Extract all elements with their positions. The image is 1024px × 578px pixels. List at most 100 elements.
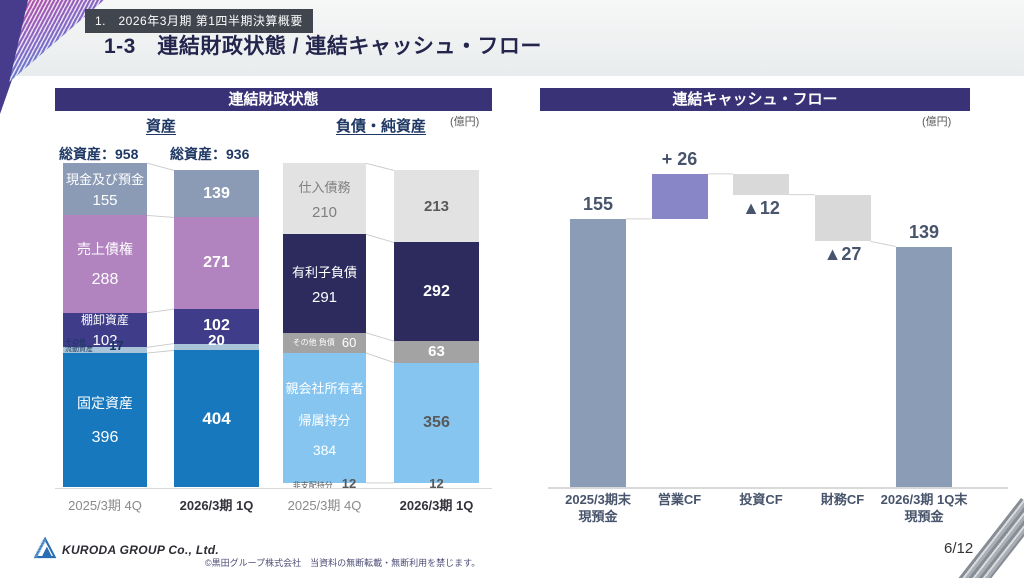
segment-value: 271 — [203, 254, 230, 272]
segment-value: 63 — [428, 343, 445, 361]
segment-value: 102 — [203, 317, 230, 335]
segment-name: 有利子負債 — [291, 264, 357, 280]
cf-value-label-3: ▲27 — [823, 244, 862, 265]
segment-value: 356 — [423, 413, 450, 431]
segment-value: 60 — [341, 335, 357, 351]
fp-segment-g1-c0-s0: 仕入債務 210 — [283, 163, 366, 235]
fp-segment-g0-c0-s1: 売上債権 288 — [63, 215, 147, 313]
cf-axis-label-1: 営業CF — [657, 492, 702, 507]
segment-name: 非支配持分 — [292, 480, 333, 490]
segment-value: 155 — [92, 192, 118, 210]
segment-value: 17 — [109, 338, 124, 354]
fp-period-label-2: 2025/3期 4Q — [287, 498, 362, 513]
fp-segment-g0-c1-s2: 102 — [174, 309, 259, 344]
segment-value: 384 — [312, 441, 337, 458]
segment-name: 売上債権 — [77, 241, 133, 258]
segment-name: その他 流動資産 — [65, 339, 93, 354]
fp-period-label-0: 2025/3期 4Q — [68, 498, 142, 513]
segment-value: 288 — [91, 271, 119, 289]
company-name: KURODA GROUP Co., Ltd. — [62, 543, 220, 557]
segment-name: その他 負債 — [292, 338, 335, 348]
cf-value-label-1: + 26 — [661, 148, 698, 169]
fp-segment-g1-c1-s3: 356 — [394, 362, 479, 483]
cash-flow-unit-label: (億円) — [922, 116, 952, 128]
connector-line — [870, 240, 897, 248]
connector-line — [146, 214, 175, 218]
cf-bar-0 — [570, 218, 626, 487]
fp-total-label-1: 総資産：936 — [170, 146, 250, 162]
fp-segment-g1-c0-s2: その他 負債 60 — [283, 332, 366, 354]
segment-value: 292 — [423, 282, 450, 300]
group-label-1: 負債・純資産 — [335, 118, 426, 135]
fp-axis-line — [55, 487, 492, 489]
segment-name: 固定資産 — [77, 395, 133, 412]
connector-line — [365, 332, 395, 342]
connector-line — [146, 162, 175, 171]
segment-value: 213 — [423, 197, 450, 215]
financial-position-unit-label: (億円) — [450, 116, 480, 128]
fp-segment-g1-c1-s0: 213 — [394, 170, 479, 243]
fp-total-label-0: 総資産：958 — [59, 146, 139, 162]
segment-value: 102 — [92, 332, 118, 350]
connector-line — [146, 308, 175, 314]
segment-value: 210 — [311, 203, 338, 221]
segment-label: 非支配持分 12 — [283, 476, 366, 491]
fp-segment-g1-c1-s1: 292 — [394, 242, 479, 342]
fp-period-label-1: 2026/3期 1Q — [179, 498, 254, 513]
fp-segment-g0-c0-s4: 固定資産 396 — [63, 353, 147, 487]
segment-value: 12 — [429, 475, 444, 491]
page-title: 1-3 連結財政状態 / 連結キャッシュ・フロー — [104, 35, 542, 58]
connector-line — [365, 162, 395, 171]
kuroda-group-logo-icon — [33, 536, 57, 559]
section-badge: 1. 2026年3月期 第1四半期決算概要 — [85, 9, 313, 33]
financial-position-banner: 連結財政状態 — [55, 88, 492, 111]
fp-segment-g0-c0-s2: 棚卸資産 102 — [63, 312, 147, 350]
fp-segment-g0-c0-s3: その他 流動資産 17 — [63, 338, 147, 353]
segment-name: 棚卸資産 — [80, 313, 129, 328]
connector-line — [146, 349, 175, 354]
fp-segment-g0-c1-s4: 404 — [174, 350, 259, 487]
fp-segment-g1-c0-s4: 非支配持分 12 — [283, 476, 366, 491]
fp-segment-g0-c1-s3: 20 — [174, 332, 259, 351]
cf-axis-label-4: 2026/3期 1Q末 現預金 — [880, 492, 968, 524]
segment-value: 404 — [202, 408, 231, 428]
page-number: 6/12 — [944, 540, 974, 557]
connector-line — [365, 233, 395, 243]
group-label-0: 資産 — [145, 118, 176, 135]
segment-value: 12 — [341, 475, 357, 491]
cf-bar-4 — [896, 246, 952, 487]
segment-value: 139 — [203, 184, 230, 202]
segment-name: 帰属持分 — [298, 412, 351, 428]
segment-name: 現金及び預金 — [65, 172, 144, 188]
connector-line — [365, 352, 395, 363]
fp-segment-g1-c1-s2: 63 — [394, 341, 479, 363]
fp-segment-g0-c1-s0: 139 — [174, 170, 259, 218]
cf-bar-1 — [651, 173, 708, 219]
cf-value-label-4: 139 — [908, 221, 940, 242]
segment-name: 親会社所有者 — [285, 380, 364, 396]
fp-segment-g1-c0-s1: 有利子負債 291 — [283, 234, 366, 333]
cf-value-label-2: ▲12 — [742, 197, 780, 218]
segment-value: 20 — [208, 332, 225, 350]
fp-segment-g1-c0-s3: 親会社所有者 帰属持分 384 — [283, 353, 366, 483]
segment-label: 12 — [394, 476, 479, 491]
cf-axis-label-2: 投資CF — [739, 492, 783, 507]
fp-segment-g0-c0-s0: 現金及び預金 155 — [63, 163, 147, 216]
cash-flow-banner: 連結キャッシュ・フロー — [540, 88, 970, 111]
cf-value-label-0: 155 — [582, 193, 614, 214]
cf-axis-label-3: 財務CF — [820, 492, 865, 507]
cf-bar-3 — [814, 194, 871, 242]
cf-axis-label-0: 2025/3期末 現預金 — [565, 492, 631, 524]
copyright-text: ©黒田グループ株式会社 当資料の無断転載・無断利用を禁じます。 — [205, 558, 481, 568]
connector-line — [146, 343, 175, 348]
fp-period-label-3: 2026/3期 1Q — [399, 498, 474, 513]
fp-segment-g0-c1-s1: 271 — [174, 217, 259, 310]
segment-value: 291 — [311, 288, 338, 306]
cf-bar-2 — [733, 173, 789, 195]
fp-segment-g1-c1-s4: 12 — [394, 476, 479, 491]
cf-axis-line — [548, 487, 1008, 489]
segment-value: 396 — [91, 429, 119, 447]
